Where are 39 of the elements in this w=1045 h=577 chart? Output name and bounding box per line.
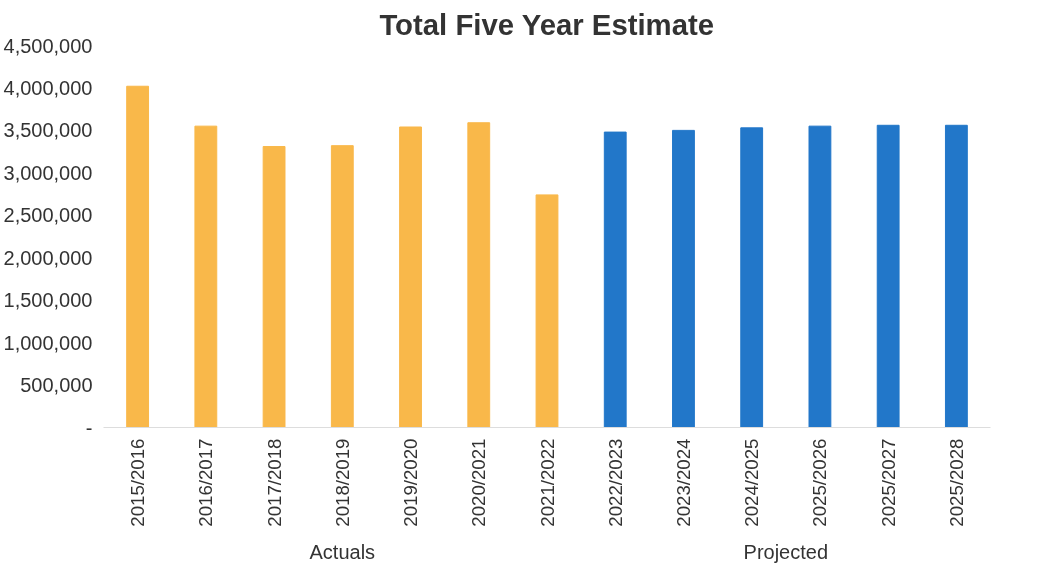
x-tick-label: 2022/2023	[604, 438, 626, 527]
x-tick-label: 2015/2016	[127, 438, 149, 527]
bar	[126, 85, 150, 428]
x-tick-label: 2019/2020	[400, 438, 422, 527]
text: Projected	[743, 540, 829, 563]
y-tick-label: 2,500,000	[3, 204, 93, 227]
x-tick-label: 2025/2028	[945, 438, 967, 527]
bar	[262, 146, 286, 428]
y-tick-label: 3,500,000	[3, 119, 93, 142]
x-tick-label: 2025/2027	[877, 438, 899, 527]
y-tick-label: 4,000,000	[3, 76, 93, 99]
bar	[944, 124, 968, 428]
x-tick-label: 2018/2019	[331, 438, 353, 527]
y-tick-label: 2,000,000	[3, 246, 93, 269]
y-tick-label: 4,500,000	[3, 34, 93, 57]
chart-title: Total Five Year Estimate	[379, 7, 715, 41]
y-tick-label: 500,000	[20, 374, 93, 397]
bar	[330, 145, 354, 428]
text: Actuals	[309, 540, 376, 563]
bar	[740, 127, 764, 428]
x-tick-label: 2020/2021	[468, 438, 490, 527]
x-tick-label: 2017/2018	[263, 438, 285, 527]
y-tick-label: 3,000,000	[3, 161, 93, 184]
bar	[603, 131, 627, 428]
bar	[399, 126, 422, 428]
x-tick-label: 2023/2024	[672, 438, 694, 527]
x-tick-label: 2025/2026	[809, 438, 831, 527]
x-tick-label: 2016/2017	[195, 438, 217, 527]
bar	[672, 129, 695, 428]
bar	[808, 125, 832, 428]
bar	[194, 125, 218, 428]
bar	[876, 124, 900, 428]
bar	[535, 194, 559, 428]
y-tick-label: 1,000,000	[3, 331, 93, 354]
y-tick-label: -	[85, 416, 93, 439]
x-tick-label: 2024/2025	[741, 438, 763, 527]
x-tick-label: 2021/2022	[536, 438, 558, 527]
y-tick-label: 1,500,000	[3, 289, 93, 312]
bar	[467, 122, 491, 428]
